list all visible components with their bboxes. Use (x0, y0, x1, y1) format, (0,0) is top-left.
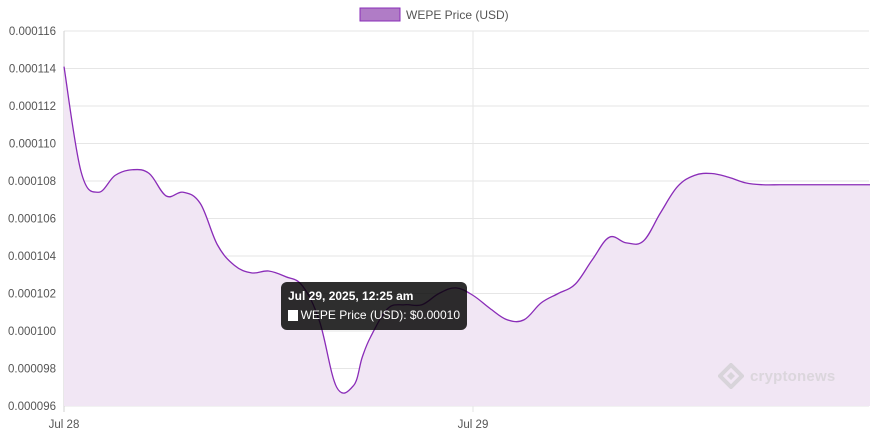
y-tick-label: 0.000098 (8, 364, 56, 376)
y-tick-label: 0.000112 (9, 101, 56, 113)
x-tick-label: Jul 29 (458, 419, 489, 431)
x-axis-tick-labels: Jul 28 Jul 29 (49, 419, 489, 431)
y-tick-label: 0.000096 (8, 401, 56, 413)
legend-label: WEPE Price (USD) (406, 8, 509, 22)
tooltip-title: Jul 29, 2025, 12:25 am (288, 289, 414, 303)
tooltip-value: WEPE Price (USD): $0.00010 (300, 308, 460, 322)
tooltip-color-swatch (288, 309, 298, 321)
legend[interactable]: WEPE Price (USD) (359, 7, 509, 22)
y-tick-label: 0.000110 (9, 139, 56, 151)
y-tick-label: 0.000102 (8, 289, 56, 301)
y-tick-label: 0.000116 (9, 26, 56, 38)
tooltip-row: WEPE Price (USD): $0.00010 (288, 308, 460, 322)
watermark-text: cryptonews (750, 367, 836, 385)
legend-swatch (359, 7, 401, 22)
y-tick-label: 0.000100 (8, 326, 56, 338)
cryptonews-logo-icon (718, 363, 744, 389)
x-tick-label: Jul 28 (49, 419, 80, 431)
y-tick-label: 0.000114 (9, 64, 57, 76)
y-tick-label: 0.000108 (8, 176, 56, 188)
cryptonews-watermark: cryptonews (718, 363, 835, 389)
y-tick-label: 0.000104 (8, 251, 57, 263)
chart-tooltip: Jul 29, 2025, 12:25 am WEPE Price (USD):… (281, 282, 467, 330)
price-area-fill (64, 66, 870, 406)
y-axis-tick-labels: 0.000096 0.000098 0.000100 0.000102 0.000104… (8, 26, 57, 413)
y-tick-label: 0.000106 (8, 214, 56, 226)
